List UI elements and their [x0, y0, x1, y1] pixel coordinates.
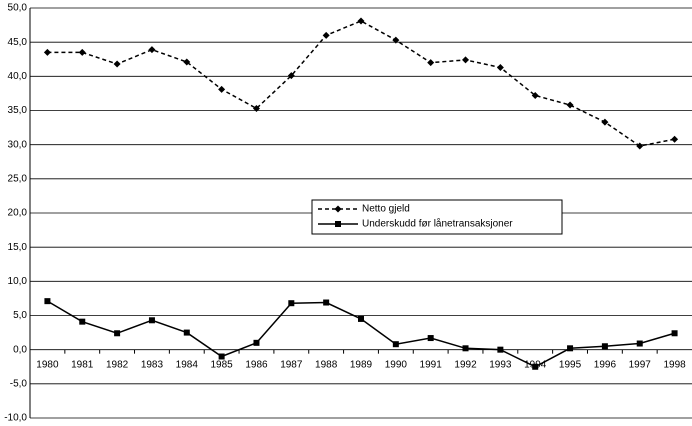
y-tick-label: 30,0 — [8, 139, 28, 150]
marker — [462, 345, 469, 352]
marker — [671, 135, 679, 143]
x-tick-label: 1991 — [420, 359, 443, 370]
y-tick-label: 45,0 — [8, 37, 28, 48]
marker — [323, 299, 330, 306]
legend: Netto gjeld Underskudd før lånetransaksjo… — [311, 199, 563, 235]
marker — [79, 318, 86, 325]
y-tick-label: 0,0 — [13, 344, 27, 355]
y-tick-label: 15,0 — [8, 242, 28, 253]
marker — [114, 330, 121, 337]
x-tick-label: 1998 — [663, 359, 686, 370]
marker — [462, 56, 470, 64]
marker — [636, 340, 643, 347]
y-tick-label: 35,0 — [8, 105, 28, 116]
y-tick-label: 5,0 — [13, 310, 27, 321]
marker — [601, 118, 609, 126]
marker — [427, 59, 435, 67]
legend-label: Underskudd før lånetransaksjoner — [362, 218, 513, 230]
marker — [113, 60, 121, 68]
marker — [252, 104, 260, 112]
x-tick-label: 1985 — [211, 359, 234, 370]
marker — [78, 48, 86, 56]
x-tick-label: 1989 — [350, 359, 373, 370]
marker — [334, 205, 342, 213]
y-tick-label: -10,0 — [4, 413, 27, 424]
marker — [183, 58, 191, 66]
marker — [566, 101, 574, 109]
marker — [148, 46, 156, 54]
y-tick-label: 10,0 — [8, 276, 28, 287]
x-tick-label: 1990 — [385, 359, 408, 370]
x-tick-label: 1993 — [489, 359, 512, 370]
marker — [671, 330, 678, 337]
marker — [392, 36, 400, 44]
y-tick-label: 25,0 — [8, 173, 28, 184]
marker — [601, 343, 608, 350]
x-tick-label: 1984 — [176, 359, 199, 370]
marker — [496, 63, 504, 71]
marker — [567, 345, 574, 352]
x-tick-label: 1992 — [454, 359, 477, 370]
x-tick-label: 1980 — [36, 359, 59, 370]
marker — [287, 72, 295, 80]
x-tick-label: 1996 — [594, 359, 617, 370]
marker — [253, 339, 260, 346]
marker — [335, 221, 341, 227]
marker — [218, 85, 226, 93]
marker — [532, 363, 539, 370]
x-tick-label: 1983 — [141, 359, 164, 370]
marker — [427, 335, 434, 342]
series-line — [47, 300, 675, 368]
marker — [636, 142, 644, 150]
marker — [358, 315, 364, 322]
marker — [357, 17, 365, 25]
marker — [531, 91, 539, 99]
x-tick-label: 1995 — [559, 359, 582, 370]
y-tick-label: -5,0 — [10, 378, 28, 389]
series-line — [47, 20, 675, 147]
marker — [322, 31, 330, 39]
marker — [218, 353, 225, 360]
x-tick-label: 1988 — [315, 359, 338, 370]
marker — [43, 48, 51, 56]
y-tick-label: 50,0 — [8, 3, 28, 14]
x-tick-label: 1987 — [280, 359, 303, 370]
y-tick-label: 20,0 — [8, 208, 28, 219]
legend-label: Netto gjeld — [362, 204, 410, 215]
marker — [497, 346, 504, 353]
marker — [392, 341, 399, 348]
legend-box — [311, 199, 563, 235]
x-tick-label: 1997 — [629, 359, 652, 370]
y-tick-label: 40,0 — [8, 71, 28, 82]
x-tick-label: 1981 — [71, 359, 94, 370]
marker — [44, 298, 51, 305]
marker — [183, 329, 190, 336]
marker — [288, 300, 295, 307]
x-tick-label: 1986 — [245, 359, 268, 370]
marker — [148, 317, 155, 324]
x-tick-label: 1982 — [106, 359, 129, 370]
